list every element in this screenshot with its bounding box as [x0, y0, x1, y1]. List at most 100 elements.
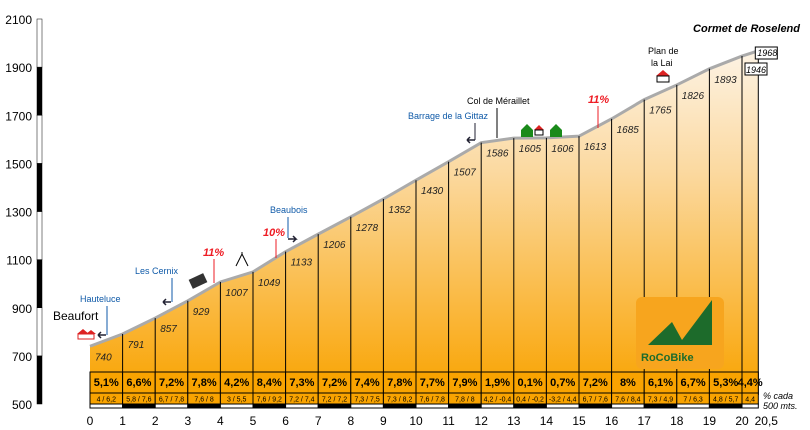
km-scale-bar — [741, 403, 759, 409]
half-km-gradient: 7,6 / 8 — [194, 397, 214, 404]
house-icon-base — [656, 75, 670, 83]
elevation-label: 1133 — [291, 258, 313, 269]
place-label: Barrage de la Gittaz — [408, 111, 489, 121]
half-km-gradient: 6,7 / 7,6 — [583, 397, 608, 404]
km-scale-bar — [676, 403, 710, 409]
segment-gradient: 8,4% — [257, 377, 282, 389]
half-km-gradient: 7,3 / 8,2 — [387, 397, 412, 404]
elevation-label: 1206 — [323, 240, 346, 251]
y-scale-bar — [36, 307, 43, 357]
arrow-right-icon — [288, 235, 298, 243]
elevation-label: 1430 — [421, 186, 444, 197]
arrow-left-icon — [97, 331, 106, 339]
elevation-label: 1278 — [356, 223, 379, 234]
x-tick-label: 7 — [315, 414, 322, 428]
km-scale-bar — [545, 403, 580, 409]
segment-gradient: 4,2% — [224, 377, 249, 389]
elevation-box — [744, 62, 768, 76]
x-tick-label: 14 — [540, 414, 554, 428]
bar-restaurant-icon — [550, 124, 562, 137]
x-tick-label: 8 — [347, 414, 354, 428]
segment-gradient: 0,1% — [518, 377, 543, 389]
segment-gradient: 6,7% — [681, 377, 706, 389]
x-tick-label: 17 — [638, 414, 652, 428]
km-scale-bar — [643, 403, 678, 409]
place-label: Hauteluce — [80, 294, 121, 304]
elevation-label: 1605 — [519, 144, 542, 155]
x-tick-label: 3 — [184, 414, 191, 428]
elevation-label: 740 — [95, 352, 112, 363]
km-scale-bar — [611, 403, 645, 409]
km-scale-bar — [708, 403, 743, 409]
town-icon-base — [77, 333, 95, 340]
segment-gradient: 7,8% — [387, 377, 412, 389]
x-tick-label: 20 — [735, 414, 749, 428]
x-tick-label: 5 — [250, 414, 257, 428]
segment-gradient: 7,2% — [322, 377, 347, 389]
elevation-label: 1685 — [617, 125, 640, 136]
place-label: Plan de — [648, 46, 679, 56]
y-tick-label: 500 — [12, 398, 32, 412]
elevation-label: 791 — [128, 340, 145, 351]
half-km-gradient: 6,7 / 7,8 — [159, 397, 184, 404]
km-scale-bar — [89, 403, 124, 409]
x-tick-label: 20,5 — [755, 414, 779, 428]
place-label: la Lai — [651, 58, 673, 68]
km-scale-bar — [122, 403, 156, 409]
x-tick-label: 4 — [217, 414, 224, 428]
km-scale-bar — [382, 403, 417, 409]
half-km-gradient: 7,6 / 7,8 — [420, 397, 445, 404]
km-scale-bar — [480, 403, 515, 409]
y-tick-label: 1100 — [6, 254, 32, 268]
elevation-label: 1507 — [454, 168, 477, 179]
half-km-gradient: 3 / 5,5 — [227, 397, 247, 404]
x-tick-label: 6 — [282, 414, 289, 428]
rocobike-logo-text: RoCoBike — [641, 352, 694, 364]
y-scale-bar — [36, 355, 43, 405]
km-scale-bar — [448, 403, 482, 409]
bar-restaurant-icon — [521, 124, 533, 137]
elevation-label: 1586 — [486, 149, 509, 160]
segment-gradient: 4,4% — [738, 377, 763, 389]
y-scale-bar — [36, 259, 43, 308]
half-km-gradient: -3,2 / 4,4 — [549, 397, 577, 404]
elevation-label: 1049 — [258, 278, 281, 289]
km-scale-bar — [317, 403, 352, 409]
place-label: Col de Méraillet — [467, 96, 530, 106]
x-tick-label: 9 — [380, 414, 387, 428]
km-scale-bar — [513, 403, 547, 409]
km-scale-bar — [350, 403, 384, 409]
elevation-label: 1613 — [584, 142, 607, 153]
half-km-gradient: 7 / 6,3 — [683, 397, 703, 404]
x-tick-label: 2 — [152, 414, 159, 428]
segment-gradient: 7,2% — [583, 377, 608, 389]
elevation-label: 1606 — [551, 144, 574, 155]
y-tick-label: 1900 — [5, 61, 32, 75]
elevation-label: 1765 — [649, 106, 672, 117]
y-scale-bar — [36, 163, 43, 212]
half-km-gradient: 5,8 / 7,6 — [126, 397, 151, 404]
y-tick-label: 1300 — [5, 206, 32, 220]
half-km-gradient: 7,2 / 7,4 — [289, 397, 314, 404]
y-tick-label: 1500 — [5, 157, 32, 171]
segment-gradient: 0,7% — [550, 377, 575, 389]
elevation-label: 1893 — [714, 75, 737, 86]
x-tick-label: 16 — [605, 414, 619, 428]
half-km-gradient: 7,6 / 8,4 — [615, 397, 640, 404]
chart-title: Cormet de Roselend — [693, 23, 800, 35]
segment-gradient: 7,9% — [452, 377, 477, 389]
elevation-label: 929 — [193, 307, 210, 318]
elevation-label: 1968 — [757, 48, 777, 58]
half-km-gradient: 0,4 / -0,2 — [516, 397, 544, 404]
segment-gradient: 8% — [620, 377, 636, 389]
km-scale-bar — [252, 403, 287, 409]
segment-gradient: 7,7% — [420, 377, 445, 389]
km-scale-bar — [219, 403, 254, 409]
km-scale-bar — [187, 403, 221, 409]
km-scale-bar — [578, 403, 613, 409]
max-gradient-label: 11% — [203, 247, 224, 259]
house-icon — [656, 70, 670, 76]
elevation-label: 1007 — [225, 288, 248, 299]
